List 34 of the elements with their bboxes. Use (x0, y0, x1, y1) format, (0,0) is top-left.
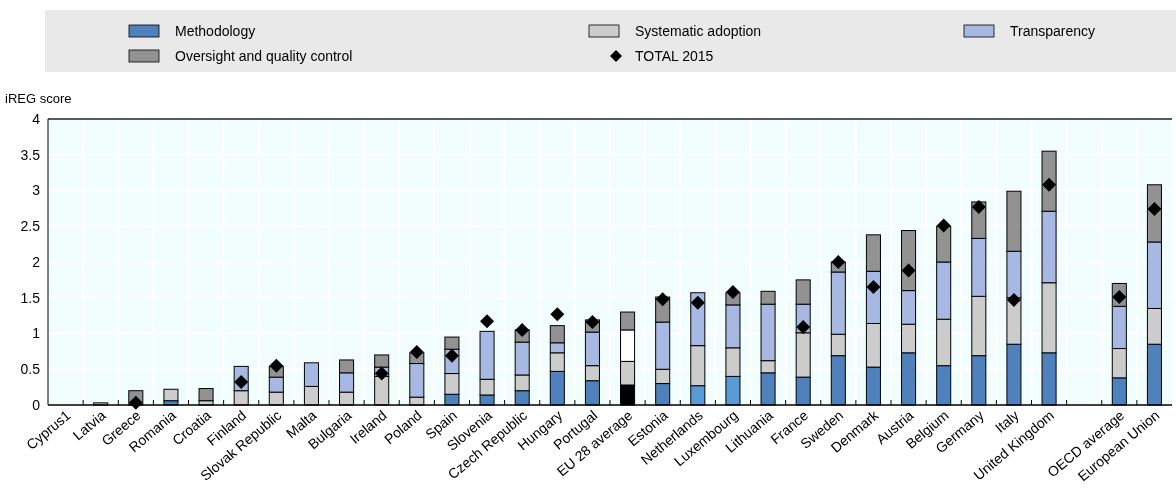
point (1006, 292, 1021, 307)
legend-label: Methodology (175, 23, 256, 39)
y-tick-label: 1.5 (20, 289, 41, 306)
point (725, 285, 740, 300)
y-tick-label: 1 (32, 325, 41, 342)
point (269, 358, 284, 373)
y-tick-label: 0.5 (20, 361, 41, 378)
point (690, 295, 705, 310)
point (901, 263, 916, 278)
point (550, 307, 565, 322)
y-tick-label: 2.5 (20, 218, 41, 235)
point (515, 322, 530, 337)
y-tick-label: 0 (32, 396, 41, 413)
y-tick-label: 3 (32, 182, 41, 199)
y-tick-label: 4 (32, 110, 41, 127)
point (936, 218, 951, 233)
point (866, 280, 881, 295)
y-tick-label: 2 (32, 253, 41, 270)
legend-label: Transparency (1010, 23, 1096, 39)
bar (198, 388, 214, 402)
point (480, 314, 495, 329)
point (655, 292, 670, 307)
legend-label: TOTAL 2015 (635, 48, 714, 64)
point (831, 255, 846, 269)
y-axis-title: iREG score (5, 91, 72, 106)
y-tick-label: 3.5 (20, 146, 41, 163)
bar (163, 388, 179, 402)
point (409, 345, 424, 360)
legend-label: Oversight and quality control (175, 48, 353, 64)
legend-label: Systematic adoption (635, 23, 762, 39)
point (971, 199, 986, 214)
point (374, 366, 389, 381)
point (796, 320, 811, 335)
point (585, 315, 600, 330)
